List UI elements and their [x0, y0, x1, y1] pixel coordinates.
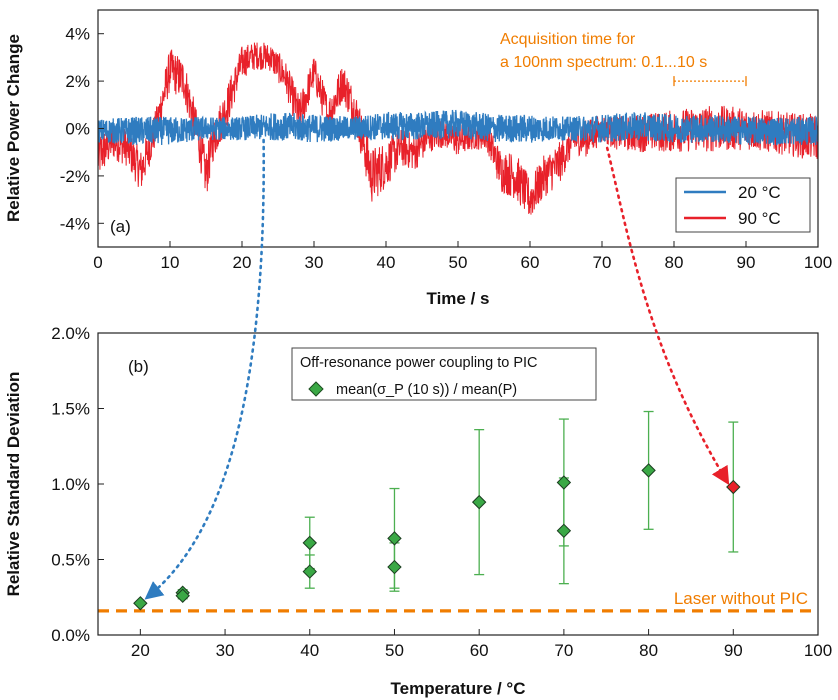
data-point	[302, 535, 317, 551]
panel-a-ytick-label: -4%	[60, 214, 90, 233]
data-point	[556, 475, 572, 490]
panel-b-ylabel: Relative Standard Deviation	[4, 372, 23, 597]
panel-a-ylabel: Relative Power Change	[4, 34, 23, 222]
panel-a-xtick-label: 100	[804, 253, 832, 272]
panel-a-xtick-label: 90	[737, 253, 756, 272]
panel-b: 20 30 40 50 60 70 80 90 100 0.0% 0.5% 1.0% 1.5% 2.0%…	[4, 324, 832, 698]
panel-a-xtick-label: 50	[449, 253, 468, 272]
panel-a-xtick-label: 60	[521, 253, 540, 272]
reference-line-label: Laser without PIC	[674, 589, 808, 608]
panel-b-ytick-label: 2.0%	[51, 324, 90, 343]
legend-90c-label: 90 °C	[738, 209, 781, 228]
panel-a-xtick-label: 20	[233, 253, 252, 272]
arrow-blue	[144, 138, 266, 600]
legend-b-box	[291, 347, 597, 401]
panel-b-ytick-label: 0.5%	[51, 551, 90, 570]
panel-a-xtick-label: 0	[93, 253, 102, 272]
panel-a-label: (a)	[110, 217, 131, 236]
panel-a-ytick-label: 2%	[65, 72, 90, 91]
arrow-red	[605, 146, 730, 486]
acquisition-range-bracket	[673, 76, 747, 87]
panel-a-ytick-label: 0%	[65, 120, 90, 139]
panel-b-label: (b)	[128, 357, 149, 376]
data-point	[726, 479, 741, 495]
legend-20c-label: 20 °C	[738, 183, 781, 202]
panel-b-xtick-label: 80	[639, 641, 658, 660]
legend-b-marker	[308, 381, 324, 397]
panel-a-xtick-label: 80	[665, 253, 684, 272]
legend-b-entry: mean(σ_P (10 s)) / mean(P)	[336, 382, 517, 398]
panel-b-xtick-label: 20	[131, 641, 150, 660]
panel-b-xtick-label: 60	[470, 641, 489, 660]
legend-a-box	[675, 177, 811, 233]
panel-b-legend: Off-resonance power coupling to PIC mean…	[291, 347, 597, 401]
data-point	[387, 559, 402, 575]
data-point	[471, 494, 487, 510]
panel-a-ytick-label: -2%	[60, 167, 90, 186]
panel-b-ytick-label: 0.0%	[51, 626, 90, 645]
panel-a-xlabel: Time / s	[427, 289, 490, 308]
panel-b-xlabel: Temperature / °C	[391, 679, 526, 698]
panel-a: 0 10 20 30 40 50 60 70 80 90 100 -4%-2%0%2%4% (a) …	[4, 9, 832, 308]
panel-a-xtick-label: 70	[593, 253, 612, 272]
panel-a-ytick-label: 4%	[65, 25, 90, 44]
panel-b-xtick-label: 100	[804, 641, 832, 660]
panel-b-xtick-label: 90	[724, 641, 743, 660]
panel-a-xtick-label: 30	[305, 253, 324, 272]
acq-text-line2: a 100nm spectrum: 0.1...10 s	[500, 54, 707, 71]
panel-b-xtick-label: 40	[300, 641, 319, 660]
data-point	[133, 596, 148, 611]
data-point	[175, 588, 190, 603]
data-point	[556, 523, 572, 539]
panel-a-legend: 20 °C 90 °C	[675, 177, 811, 233]
data-point	[387, 531, 402, 546]
data-point	[302, 564, 317, 579]
panel-b-xtick-label: 30	[216, 641, 235, 660]
acq-text-line1: Acquisition time for	[500, 31, 636, 48]
panel-a-xtick-label: 40	[377, 253, 396, 272]
panel-b-ytick-label: 1.0%	[51, 475, 90, 494]
panel-b-ytick-label: 1.5%	[51, 400, 90, 419]
data-point	[641, 463, 656, 478]
panel-b-xtick-label: 70	[554, 641, 573, 660]
series-line-20c	[98, 109, 818, 146]
legend-b-title: Off-resonance power coupling to PIC	[300, 355, 538, 371]
panel-b-xtick-label: 50	[385, 641, 404, 660]
panel-a-xtick-label: 10	[161, 253, 180, 272]
